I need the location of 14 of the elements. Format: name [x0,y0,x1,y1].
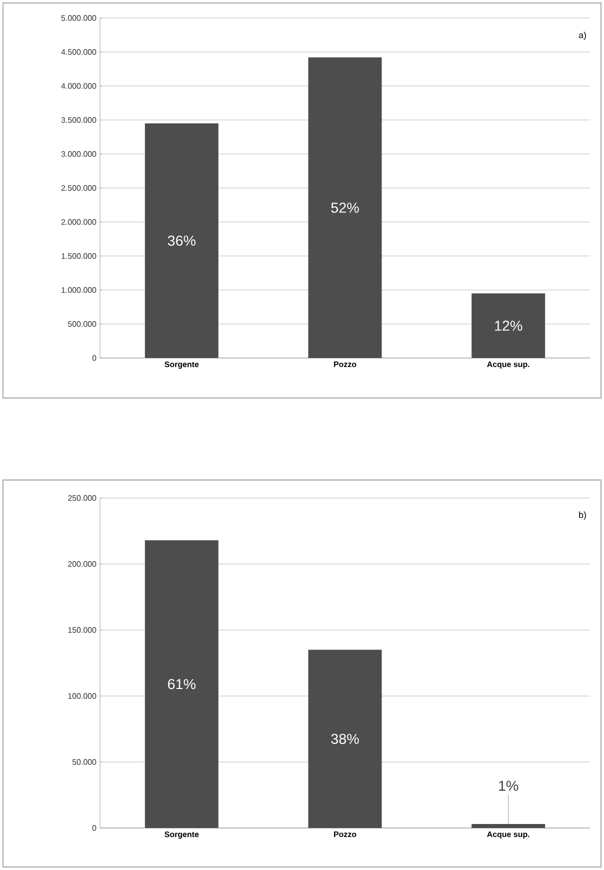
annotation: 61% [168,679,196,690]
bar [144,540,218,828]
annotation: 1% [499,780,518,791]
bar [472,293,546,358]
annotation: a) [578,32,586,40]
bar [308,57,382,358]
annotation: 36% [168,236,196,246]
bar [472,824,546,828]
bar [308,650,382,828]
bar [144,123,218,358]
annotation: 52% [331,202,359,213]
annotation: b) [579,511,586,520]
annotation: 12% [495,320,522,331]
annotation: 38% [331,734,359,744]
